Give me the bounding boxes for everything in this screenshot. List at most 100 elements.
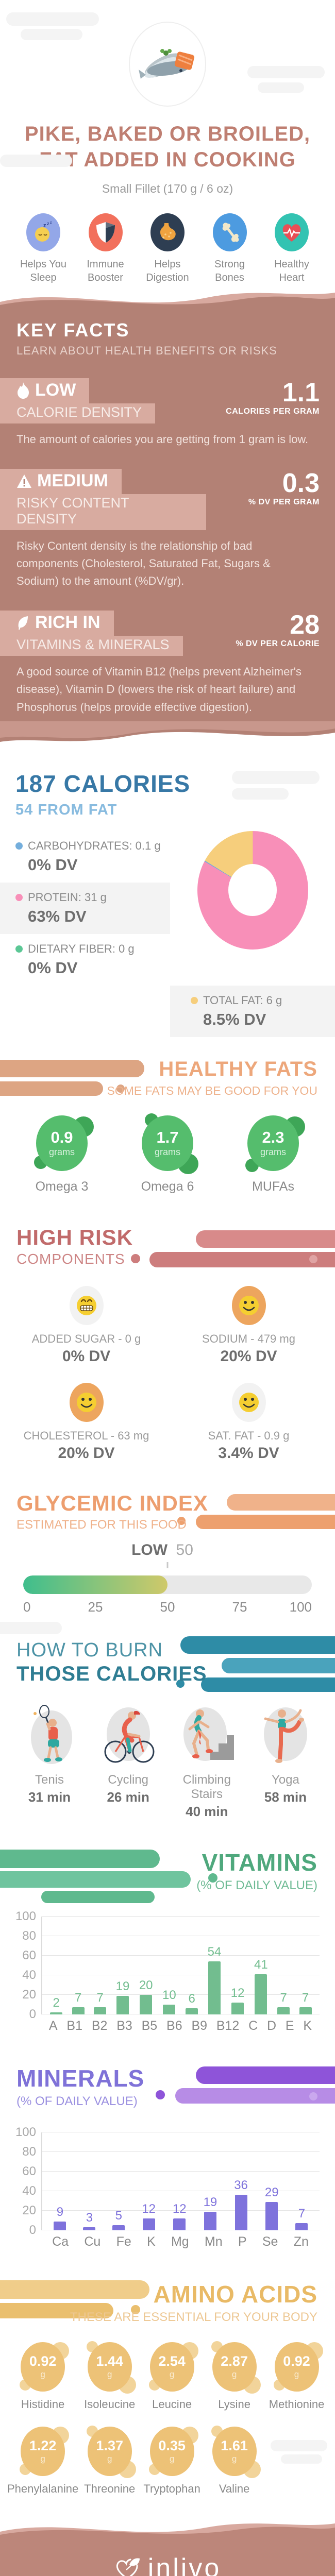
stomach-icon [150, 213, 185, 251]
amino-value: 0.92 [283, 2353, 310, 2369]
decor-cloud [0, 1621, 62, 1634]
macro-fiber: DIETARY FIBER: 0 g 0% DV [0, 934, 170, 986]
decor-blob [0, 1081, 103, 1096]
bar [277, 2007, 290, 2014]
amino-label: Isoleucine [84, 2397, 136, 2411]
bar-value-label: 41 [254, 1957, 268, 1972]
fat-dot [191, 996, 198, 1004]
bar-A: 2 [50, 1917, 63, 2014]
fact-rich-in: RICH IN VITAMINS & MINERALS 28 % DV PER … [0, 611, 335, 716]
decor-cloud [247, 66, 325, 78]
fact-unit: % DV PER GRAM [248, 498, 320, 507]
x-axis-label: K [303, 2018, 312, 2033]
fact-level: LOW [35, 380, 76, 400]
fact-value: 0.3 [282, 468, 320, 499]
gold-blob: 1.44 g [86, 2341, 136, 2394]
y-axis-tick-label: 40 [22, 2183, 36, 2198]
decor-blob [222, 1657, 335, 1673]
gold-blob: 1.22 g [20, 2426, 70, 2476]
y-axis-tick-label: 60 [22, 1948, 36, 1962]
bar-value-label: 29 [264, 2185, 279, 2199]
bar [186, 2008, 198, 2014]
amino-title: AMINO ACIDS [153, 2280, 317, 2308]
bar-value-label: 12 [172, 2201, 187, 2216]
decor-blob [201, 1677, 335, 1692]
macro-dv: 0% DV [28, 958, 78, 977]
y-axis-tick-label: 40 [22, 1968, 36, 1982]
food-photo [129, 22, 206, 107]
burn-tennis: Tenis 31 min [13, 1703, 86, 1820]
fact-name: VITAMINS & MINERALS [16, 637, 170, 653]
fact-calorie-density: LOW CALORIE DENSITY 1.1 CALORIES PER GRA… [0, 378, 335, 448]
macro-label: TOTAL FAT: 6 g [203, 993, 282, 1007]
green-blob: 2.3 grams [245, 1115, 305, 1172]
healthy-fats-title: HEALTHY FATS [159, 1057, 317, 1080]
vitamins-x-labels: A B1 B2 B3 B5 B6 B9 B12 C D E K [41, 2014, 320, 2033]
amino-value: 2.54 [158, 2353, 186, 2369]
decor-cloud [232, 788, 289, 800]
risk-added-sugar: ADDED SUGAR - 0 g 0% DV [5, 1285, 167, 1365]
high-risk-grid: ADDED SUGAR - 0 g 0% DV SODIUM - 479 mg … [0, 1267, 335, 1462]
fat-value: 2.3 [262, 1128, 284, 1147]
burn-minutes: 40 min [186, 1803, 228, 1819]
amino-value: 1.61 [221, 2438, 248, 2454]
amino-label: Leucine [152, 2397, 192, 2411]
burn-label: Tenis [35, 1772, 64, 1787]
macro-carbohydrates: CARBOHYDRATES: 0.1 g 0% DV [0, 831, 170, 883]
amino-isoleucine: 1.44 g Isoleucine [78, 2341, 141, 2411]
benefit-immune: Immune Booster [77, 213, 135, 284]
fact-risky-content: MEDIUM RISKY CONTENT DENSITY 0.3 % DV PE… [0, 469, 335, 590]
gauge-fill [23, 1575, 167, 1594]
decor-cloud [21, 29, 82, 40]
amino-label: Lysine [218, 2397, 250, 2411]
fat-omega6: 1.7 grams Omega 6 [126, 1113, 209, 1194]
x-axis-label: Mg [171, 2234, 189, 2249]
risk-label: ADDED SUGAR - 0 g [31, 1332, 141, 1345]
amino-histidine: 0.92 g Histidine [7, 2342, 78, 2411]
cycling-icon [100, 1703, 157, 1768]
benefit-bones: Strong Bones [201, 213, 259, 284]
risk-label: SAT. FAT - 0.9 g [208, 1429, 290, 1442]
key-facts-subtitle: LEARN ABOUT HEALTH BENEFITS OR RISKS [16, 344, 277, 357]
amino-label: Phenylalanine [7, 2482, 79, 2495]
amino-label: Tryptophan [143, 2482, 200, 2495]
gold-blob: 1.37 g [86, 2425, 136, 2478]
amino-unit: g [107, 2454, 112, 2464]
bar-Cu: 3 [83, 2132, 96, 2230]
bar-Mn: 19 [204, 2132, 217, 2230]
fact-level: RICH IN [35, 613, 100, 633]
amino-unit: g [231, 2454, 237, 2464]
amino-methionine: 0.92 g Methionine [265, 2342, 328, 2411]
gridline [42, 1955, 320, 1956]
bar-value-label: 3 [86, 2210, 93, 2225]
bar-P: 36 [234, 2132, 248, 2230]
fat-label: Omega 6 [141, 1179, 194, 1194]
amino-value: 2.87 [221, 2353, 248, 2369]
bar [94, 2007, 107, 2014]
high-risk-header: HIGH RISK COMPONENTS [0, 1225, 335, 1267]
glycemic-value: 50 [176, 1541, 193, 1558]
y-axis-tick-label: 80 [22, 1928, 36, 1943]
page-subtitle: Small Fillet (170 g / 6 oz) [102, 182, 233, 195]
bar-value-label: 7 [96, 1991, 104, 2005]
burn-title-line1: HOW TO BURN [16, 1639, 163, 1661]
x-axis-label: B2 [91, 2018, 108, 2033]
bar-K: 7 [299, 1917, 312, 2014]
benefit-label: Strong Bones [214, 259, 245, 283]
x-axis-label: E [285, 2018, 294, 2033]
footer-wave [0, 2523, 335, 2545]
minerals-x-labels: Ca Cu Fe K Mg Mn P Se Zn [41, 2230, 320, 2249]
macro-total-fat: TOTAL FAT: 6 g 8.5% DV [170, 985, 335, 1037]
y-axis-tick-label: 20 [22, 1987, 36, 2002]
bar [50, 2012, 63, 2014]
y-axis-tick-label: 100 [15, 2125, 36, 2139]
macro-label: DIETARY FIBER: 0 g [28, 942, 135, 955]
x-axis-label: K [147, 2234, 156, 2249]
fact-description: A good source of Vitamin B12 (helps prev… [16, 665, 301, 714]
bar-Fe: 5 [112, 2132, 125, 2230]
bar [255, 1974, 267, 2014]
leaf-icon [18, 616, 28, 630]
bar-value-label: 5 [115, 2209, 123, 2223]
bar [265, 2201, 278, 2230]
fat-label: Omega 3 [35, 1179, 89, 1194]
